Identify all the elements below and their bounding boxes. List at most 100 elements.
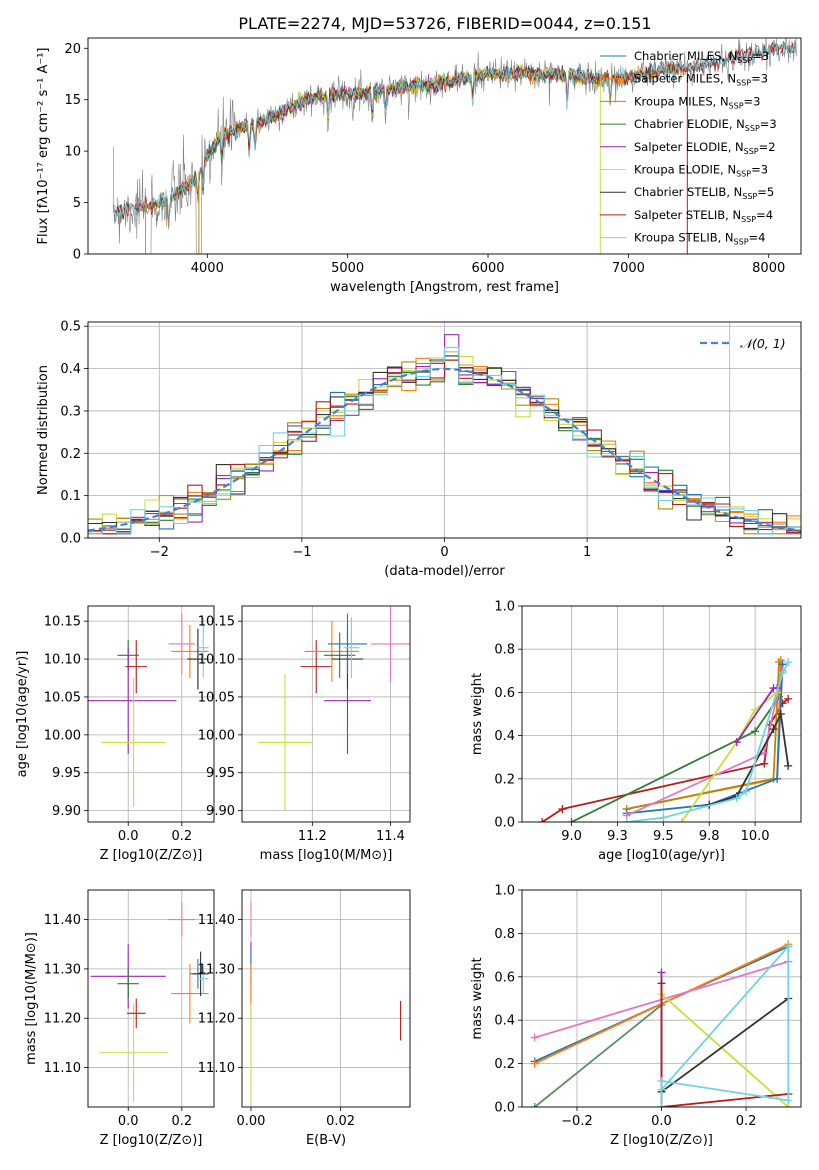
mass-weight-marker <box>769 725 778 734</box>
mass-weight-marker <box>622 818 631 822</box>
legend-entry: Salpeter STELIB, NSSP=4 <box>634 208 773 224</box>
plot-area <box>530 940 793 1107</box>
x-tick-label: 0.0 <box>118 829 139 844</box>
x-tick-label: 9.5 <box>653 829 674 844</box>
mass-weight-marker <box>784 658 793 667</box>
mass-weight-marker <box>784 761 793 770</box>
mass-weight-marker <box>657 979 666 988</box>
axes-frame <box>87 605 215 823</box>
mass-weight-marker <box>657 1085 666 1094</box>
mass-weight-marker <box>741 787 750 796</box>
plot-area <box>88 334 801 535</box>
mass-weight-marker <box>760 759 769 768</box>
spectrum-panel: 4000 5000 6000 7000 8000 0 5 10 15 20 wavelength [… <box>36 37 802 295</box>
y-tick-label: 0.4 <box>494 729 515 744</box>
y-tick-label: 0.5 <box>60 320 81 335</box>
mass-vs-ebv-panel: 0.00 0.02 11.10 11.20 11.30 11.40 E(B-V) <box>198 889 411 1148</box>
legend-entry: Chabrier MILES, NSSP=3 <box>634 49 769 65</box>
plot-area <box>538 656 793 822</box>
mass-weight-line <box>626 661 789 822</box>
mass-weight-marker <box>784 942 793 951</box>
y-tick-label: 11.10 <box>44 1061 81 1076</box>
x-tick-label: 0.2 <box>171 829 192 844</box>
age-vs-metallicity-panel: 0.0 0.2 9.90 9.95 10.00 10.05 10.10 10.15 Z [log… <box>15 605 215 863</box>
y-tick-label: 9.90 <box>206 804 235 819</box>
y-axis-label: Normed distribution <box>36 365 51 495</box>
plot-area <box>90 902 209 1103</box>
mass-weight-line <box>680 691 778 822</box>
legend-entry: 𝒩(0, 1) <box>740 336 786 351</box>
x-tick-label: 0.0 <box>651 1114 672 1129</box>
x-axis-label: (data-model)/error <box>384 564 505 579</box>
axes-frame <box>241 889 411 1108</box>
mass-weight-marker <box>530 1059 539 1068</box>
x-tick-label: 9.8 <box>699 829 720 844</box>
y-tick-label: 11.20 <box>44 1012 81 1027</box>
y-axis-label: Flux [fλ10⁻¹⁷ erg cm⁻² s⁻¹ A⁻¹] <box>36 48 51 245</box>
mass-weight-marker <box>657 1076 666 1085</box>
axes-frame <box>87 889 215 1108</box>
x-tick-label: 0 <box>440 545 448 560</box>
mass-weight-marker <box>530 1103 539 1107</box>
y-tick-label: 5 <box>73 196 81 211</box>
mass-weight-line <box>660 993 789 1107</box>
axes-frame <box>241 605 411 823</box>
x-axis-label: age [log10(age/yr)] <box>598 848 725 863</box>
x-tick-label: 0.2 <box>171 1114 192 1129</box>
x-tick-label: 4000 <box>191 261 224 276</box>
legend-entry: Salpeter ELODIE, NSSP=2 <box>634 140 776 156</box>
x-tick-label: 0.2 <box>736 1114 757 1129</box>
x-tick-label: −2 <box>150 545 169 560</box>
mass-weight-marker <box>760 748 769 757</box>
y-tick-label: 9.90 <box>52 804 81 819</box>
y-tick-label: 10.00 <box>198 728 235 743</box>
legend-entry: Salpeter MILES, NSSP=3 <box>634 72 768 88</box>
mass-weight-vs-metallicity-panel: −0.2 0.0 0.2 0.0 0.2 0.4 0.6 0.8 1.0 Z [log10(Z/Z… <box>470 884 802 1148</box>
plot-area <box>257 606 410 811</box>
y-axis-label: mass [log10(M/M⊙)] <box>24 932 39 1065</box>
y-tick-label: 1.0 <box>494 884 515 899</box>
y-tick-label: 20 <box>64 42 81 57</box>
y-tick-label: 10.15 <box>44 615 81 630</box>
x-axis-label: mass [log10(M/M⊙)] <box>260 848 393 863</box>
mass-weight-marker <box>567 818 576 822</box>
y-tick-label: 0.0 <box>60 532 81 547</box>
x-tick-label: 0.02 <box>326 1114 355 1129</box>
y-tick-label: 9.95 <box>206 766 235 781</box>
y-axis-label: mass weight <box>470 957 485 1039</box>
mass-weight-marker <box>773 774 782 783</box>
y-tick-label: 11.40 <box>198 913 235 928</box>
mass-weight-marker <box>776 710 785 718</box>
figure-title: PLATE=2274, MJD=53726, FIBERID=0044, z=0… <box>238 14 651 33</box>
y-tick-label: 0.8 <box>494 643 515 658</box>
axes-frame <box>521 889 802 1108</box>
x-tick-label: 11.2 <box>298 829 327 844</box>
mass-weight-marker <box>732 794 741 803</box>
x-tick-label: 5000 <box>331 261 364 276</box>
y-tick-label: 0.1 <box>60 489 81 504</box>
y-tick-label: 11.40 <box>44 913 81 928</box>
y-tick-label: 11.20 <box>198 1012 235 1027</box>
x-axis-label: Z [log10(Z/Z⊙)] <box>100 848 203 863</box>
axes-frame <box>87 37 802 255</box>
model-spectrum-line <box>112 42 797 221</box>
x-axis-label: Z [log10(Z/Z⊙)] <box>610 1133 713 1148</box>
y-tick-label: 10.05 <box>198 690 235 705</box>
mass-weight-line <box>571 696 780 822</box>
mass-weight-marker <box>751 727 760 736</box>
y-tick-label: 10.15 <box>198 615 235 630</box>
mass-weight-marker <box>677 818 686 822</box>
normal-curve <box>88 367 801 532</box>
y-tick-label: 10.00 <box>44 728 81 743</box>
x-axis-label: Z [log10(Z/Z⊙)] <box>100 1133 203 1148</box>
mass-weight-marker <box>778 668 787 677</box>
mass-weight-marker <box>784 1096 793 1105</box>
legend-entry: Kroupa MILES, NSSP=3 <box>634 94 760 110</box>
mass-weight-vs-age-panel: 9.0 9.3 9.5 9.8 10.0 0.0 0.2 0.4 0.6 0.8 1.0 age [l… <box>470 600 802 863</box>
y-tick-label: 0.0 <box>494 816 515 831</box>
mass-weight-line <box>660 997 789 1093</box>
residuals-panel: −2 −1 0 1 2 0.0 0.1 0.2 0.3 0.4 0.5 (data-model)/er… <box>36 320 802 579</box>
x-tick-label: 0.00 <box>236 1114 265 1129</box>
mass-weight-marker <box>659 813 668 822</box>
